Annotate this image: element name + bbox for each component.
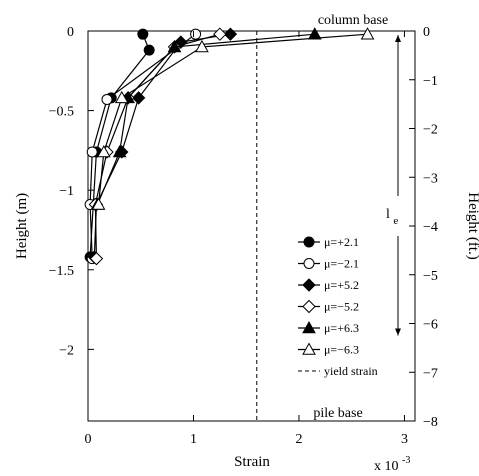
x-multiplier-exponent: -3 xyxy=(402,455,410,466)
legend-entry: μ=+5.2 xyxy=(298,278,359,292)
series-line xyxy=(93,33,231,258)
le-label: l e xyxy=(386,207,398,227)
x-tick-label: 1 xyxy=(190,432,197,447)
data-point xyxy=(96,144,111,158)
data-point xyxy=(91,197,106,210)
data-point xyxy=(213,27,227,41)
y-tick-label: −1.5 xyxy=(49,264,74,279)
legend-entry: μ=+2.1 xyxy=(298,235,359,249)
y2-axis-title: Height (ft.) xyxy=(465,192,479,259)
data-point xyxy=(137,28,149,40)
series-1 xyxy=(84,28,202,265)
data-point xyxy=(101,93,113,105)
le-label-subscript: e xyxy=(393,215,398,227)
data-point xyxy=(360,27,375,40)
legend-label: μ=+2.1 xyxy=(324,235,359,249)
legend-label: μ=−5.2 xyxy=(324,300,359,314)
data-point xyxy=(223,27,238,41)
legend-marker xyxy=(302,278,316,292)
x-axis-title: Strain xyxy=(234,454,270,470)
series-line xyxy=(96,33,315,205)
ticks-layer: 0 1 2 3 0 −0.5 −1 −1.5 −2 0 −1 −2 −3 −4 −5 −6 −7 −8 xyxy=(49,25,438,447)
y2-tick-label: −5 xyxy=(423,269,438,284)
legend-label-yield: yield strain xyxy=(324,364,378,378)
plot-frame xyxy=(87,30,416,422)
legend-label: μ=+6.3 xyxy=(324,321,359,335)
data-point xyxy=(112,144,127,158)
legend-marker xyxy=(302,299,316,314)
y2-tick-label: −8 xyxy=(423,415,438,430)
x-tick-label: 3 xyxy=(401,432,408,447)
series-3 xyxy=(88,27,227,266)
legend-entry-yield: yield strain xyxy=(298,364,378,378)
legend: μ=+2.1 μ=−2.1 μ=+5.2 μ=−5.2 μ=+6.3 μ=−6.3 yiel… xyxy=(298,235,378,378)
series-line xyxy=(97,33,368,205)
legend-entry: μ=−2.1 xyxy=(298,257,359,271)
y2-tick-label: −7 xyxy=(423,366,438,381)
y2-tick-label: 0 xyxy=(423,25,430,40)
legend-label: μ=−6.3 xyxy=(324,343,359,357)
legend-entry: μ=+6.3 xyxy=(298,320,359,335)
le-arrowhead-bottom xyxy=(395,328,401,336)
x-multiplier-base: x 10 xyxy=(374,459,399,474)
x-multiplier: x 10 -3 xyxy=(374,455,410,474)
y2-tick-label: −2 xyxy=(423,123,438,138)
y2-tick-label: −4 xyxy=(423,220,438,235)
series-line xyxy=(94,33,221,259)
y-axis-title: Height (m) xyxy=(14,193,30,259)
le-label-main: l xyxy=(386,207,390,222)
column-base-label: column base xyxy=(318,13,388,28)
x-tick-label: 0 xyxy=(85,432,92,447)
x-tick-label: 2 xyxy=(295,432,302,447)
data-point xyxy=(89,251,104,266)
data-point xyxy=(143,44,155,56)
data-point xyxy=(190,28,202,40)
legend-label: μ=+5.2 xyxy=(324,278,359,292)
legend-entry: μ=−5.2 xyxy=(298,300,359,314)
y-tick-label: −2 xyxy=(59,343,74,358)
series-layer xyxy=(84,27,375,266)
y2-tick-label: −3 xyxy=(423,171,438,186)
legend-marker xyxy=(303,236,315,248)
y2-tick-label: −6 xyxy=(423,318,438,333)
legend-marker xyxy=(303,258,315,269)
y-tick-label: −1 xyxy=(59,184,74,199)
le-arrow xyxy=(395,35,401,336)
data-point xyxy=(167,39,182,53)
legend-marker xyxy=(302,320,316,334)
data-point xyxy=(114,90,129,104)
le-arrowhead-top xyxy=(395,35,401,42)
legend-entry: μ=−6.3 xyxy=(298,342,359,357)
data-point xyxy=(86,146,98,158)
y-tick-label: −0.5 xyxy=(49,105,74,120)
series-5 xyxy=(91,27,375,210)
pile-base-label: pile base xyxy=(313,406,362,421)
series-4 xyxy=(90,27,322,210)
data-point xyxy=(195,39,209,53)
legend-marker xyxy=(302,342,316,355)
series-2 xyxy=(87,27,238,264)
legend-label: μ=−2.1 xyxy=(324,257,359,271)
y2-tick-label: −1 xyxy=(423,74,438,89)
data-point xyxy=(131,91,146,105)
y-tick-label: 0 xyxy=(67,25,74,40)
data-point xyxy=(307,27,322,40)
